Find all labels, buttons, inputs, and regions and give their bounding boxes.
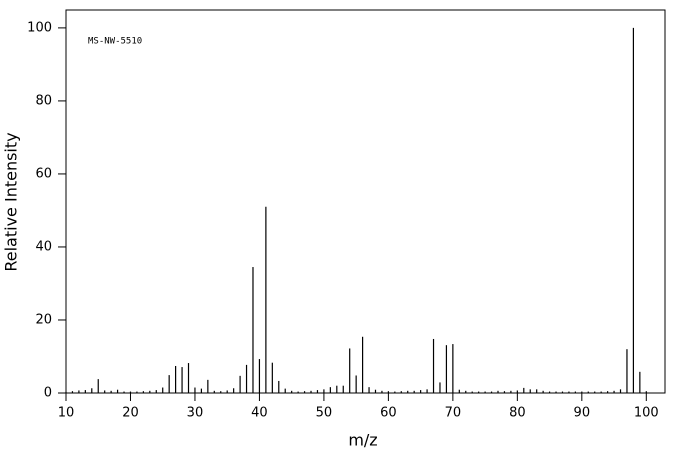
x-tick-label: 100	[634, 406, 659, 421]
y-tick-label: 60	[35, 166, 52, 181]
x-tick-label: 70	[445, 406, 462, 421]
y-tick-label: 80	[35, 93, 52, 108]
x-tick-label: 10	[58, 406, 75, 421]
plot-frame	[65, 9, 666, 394]
y-tick-label: 20	[35, 312, 52, 327]
y-tick-label: 0	[44, 386, 52, 401]
x-tick-label: 40	[251, 406, 268, 421]
x-tick-label: 90	[574, 406, 591, 421]
y-tick-label: 100	[27, 20, 52, 35]
x-tick-label: 30	[187, 406, 204, 421]
y-tick-label: 40	[35, 239, 52, 254]
x-tick-label: 60	[380, 406, 397, 421]
x-tick-label: 80	[509, 406, 526, 421]
x-axis-label: m/z	[348, 431, 377, 450]
x-tick-label: 20	[122, 406, 139, 421]
y-axis-label: Relative Intensity	[2, 132, 21, 271]
x-tick-label: 50	[316, 406, 333, 421]
annotation: MS-NW-5510	[88, 37, 142, 47]
